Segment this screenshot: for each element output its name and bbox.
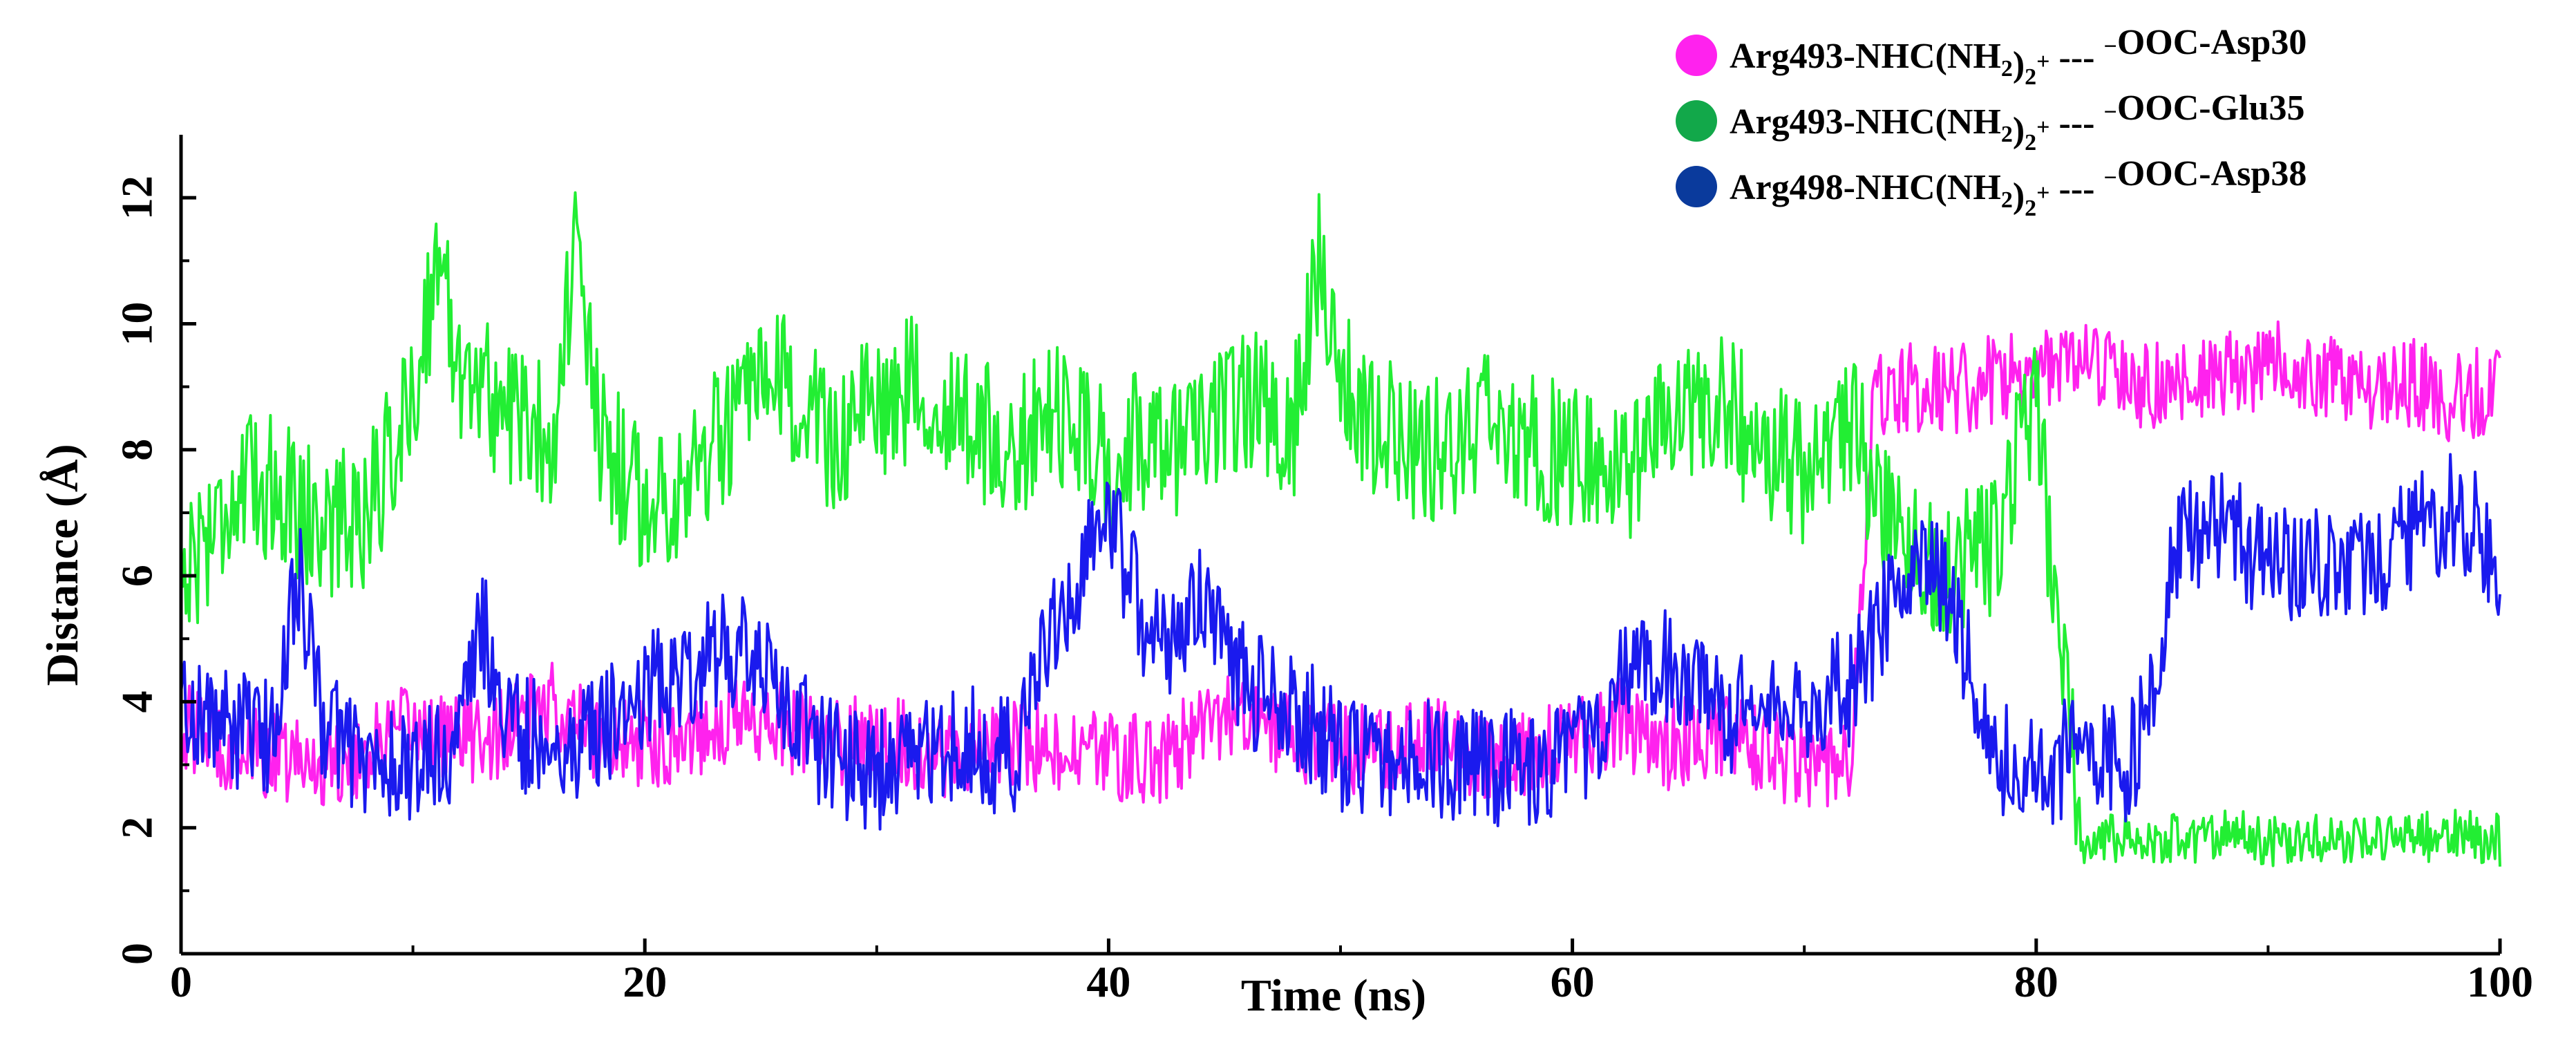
y-tick-label: 4 (113, 690, 162, 713)
x-tick-label: 100 (2467, 957, 2533, 1006)
series-line-2 (180, 191, 2501, 867)
series-line-3 (180, 453, 2501, 831)
legend-text-part: Arg493-NHC(NH (1730, 37, 2001, 76)
legend-text-part: 2 (2001, 187, 2013, 213)
y-tick-label: 12 (113, 176, 162, 220)
legend-text-part: ) (2013, 111, 2025, 150)
legend-text-part: − (2103, 165, 2116, 191)
legend-text-part: --- (2050, 169, 2104, 209)
legend-text-part: ) (2013, 45, 2025, 84)
legend-marker-3 (1676, 166, 1717, 207)
legend-marker-1 (1676, 35, 1717, 76)
legend-label-3: Arg498-NHC(NH2)2+ --- −OOC-Asp38 (1730, 154, 2307, 221)
legend-marker-2 (1676, 100, 1717, 142)
legend-text-part: 2 (2025, 196, 2036, 221)
x-tick-label: 20 (623, 957, 667, 1006)
legend-text-part: − (2103, 34, 2116, 59)
legend-text-part: ) (2013, 176, 2025, 216)
y-axis-ticks: 0 2 4 6 8 10 12 (113, 176, 196, 965)
plot-lines (180, 191, 2501, 867)
x-axis-title: Time (ns) (1241, 970, 1426, 1021)
legend-text-part: 2 (2025, 64, 2036, 90)
legend: Arg493-NHC(NH2)2+ --- −OOC-Asp30Arg493-N… (1676, 23, 2307, 221)
legend-text-part: OOC-Glu35 (2117, 88, 2305, 128)
x-tick-label: 0 (170, 957, 192, 1006)
legend-text-part: − (2103, 100, 2116, 125)
y-tick-label: 2 (113, 817, 162, 839)
legend-text-part: + (2036, 115, 2049, 140)
legend-label-2: Arg493-NHC(NH2)2+ --- −OOC-Glu35 (1730, 88, 2304, 155)
legend-text-part: --- (2050, 38, 2104, 77)
legend-text-part: + (2036, 180, 2049, 206)
legend-text-part: OOC-Asp30 (2117, 23, 2307, 62)
legend-text-part: Arg493-NHC(NH (1730, 102, 2001, 142)
legend-text-part: --- (2050, 104, 2104, 143)
y-tick-label: 6 (113, 565, 162, 587)
y-axis-title: Distance (Å) (37, 444, 88, 686)
legend-text-part: 2 (2001, 122, 2013, 147)
x-tick-label: 80 (2014, 957, 2058, 1006)
x-tick-label: 60 (1551, 957, 1595, 1006)
legend-text-part: Arg498-NHC(NH (1730, 168, 2001, 207)
legend-text-part: 2 (2025, 130, 2036, 155)
x-axis-ticks: 0 20 40 60 80 100 (170, 939, 2533, 1006)
y-tick-label: 0 (113, 943, 162, 965)
legend-text-part: + (2036, 49, 2049, 75)
y-tick-label: 10 (113, 301, 162, 346)
legend-text-part: 2 (2001, 56, 2013, 82)
x-tick-label: 40 (1086, 957, 1130, 1006)
legend-text-part: OOC-Asp38 (2117, 154, 2307, 194)
legend-label-1: Arg493-NHC(NH2)2+ --- −OOC-Asp30 (1730, 23, 2307, 90)
y-tick-label: 8 (113, 439, 162, 461)
